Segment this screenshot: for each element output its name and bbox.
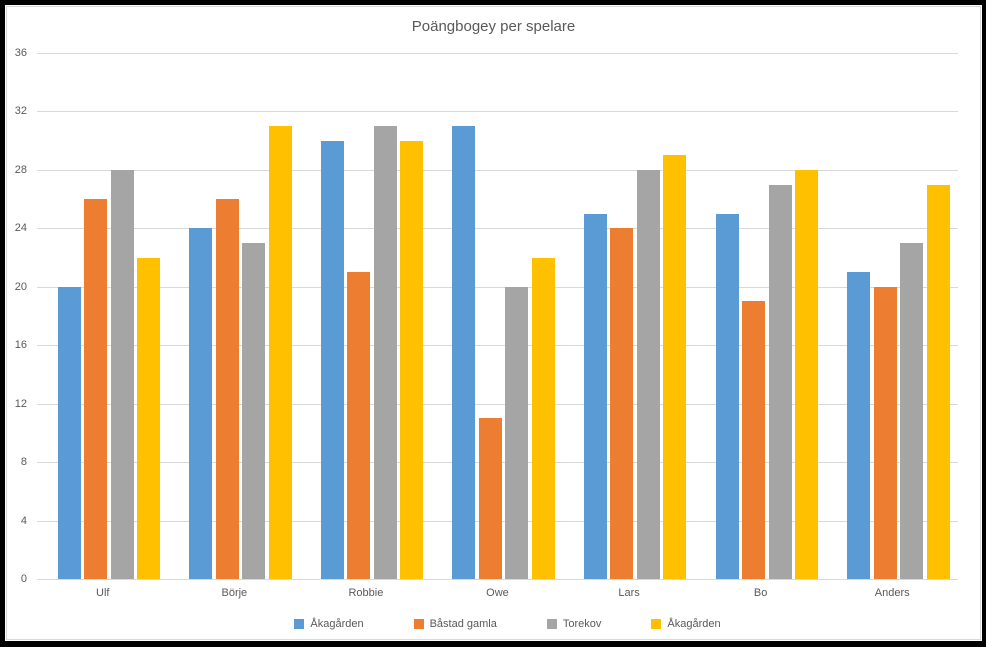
chart-frame: Poängbogey per spelare 36 32 28 24 20 16 12 8 4 0… bbox=[5, 5, 982, 641]
bar-owe-series-1 bbox=[478, 418, 502, 579]
gridline bbox=[37, 345, 958, 346]
bar-ulf-series-0 bbox=[57, 286, 81, 579]
legend-label: Åkagården bbox=[667, 618, 721, 630]
bar-robbie-series-2 bbox=[373, 126, 397, 579]
legend-marker-icon bbox=[651, 619, 662, 629]
legend-marker-icon bbox=[546, 619, 557, 629]
gridline bbox=[37, 53, 958, 54]
y-tick-label: 36 bbox=[14, 47, 27, 59]
legend-label: Åkagården bbox=[310, 618, 364, 630]
y-tick-label: 28 bbox=[14, 164, 27, 176]
bar-robbie-series-0 bbox=[320, 140, 344, 579]
bar-owe-series-3 bbox=[531, 257, 555, 579]
bar-ulf-series-2 bbox=[110, 169, 134, 579]
legend-item-3: Åkagården bbox=[651, 618, 721, 630]
y-tick-label: 4 bbox=[20, 515, 27, 527]
bar-anders-series-2 bbox=[900, 242, 924, 579]
y-tick-label: 20 bbox=[14, 281, 27, 293]
legend: Åkagården Båstad gamla Torekov Åkagården bbox=[5, 618, 982, 630]
bar-owe-series-2 bbox=[505, 286, 529, 579]
legend-marker-icon bbox=[294, 619, 305, 629]
y-tick-label: 0 bbox=[20, 573, 27, 585]
bar-robbie-series-1 bbox=[347, 272, 371, 579]
gridline bbox=[37, 228, 958, 229]
plot-area bbox=[37, 53, 958, 580]
x-category-label: Lars bbox=[618, 587, 640, 599]
bar-robbie-series-3 bbox=[400, 140, 424, 579]
x-category-label: Börje bbox=[221, 587, 248, 599]
chart-title: Poängbogey per spelare bbox=[411, 18, 576, 35]
bar-anders-series-3 bbox=[926, 184, 950, 579]
bar-anders-series-1 bbox=[873, 286, 897, 579]
gridline bbox=[37, 170, 958, 171]
bar-anders-series-0 bbox=[847, 272, 871, 579]
legend-item-1: Båstad gamla bbox=[413, 618, 497, 630]
bar-bo-series-3 bbox=[795, 169, 819, 579]
y-tick-label: 16 bbox=[14, 339, 27, 351]
bar-börje-series-1 bbox=[215, 199, 239, 579]
legend-label: Båstad gamla bbox=[429, 618, 497, 630]
legend-marker-icon bbox=[413, 619, 424, 629]
legend-item-0: Åkagården bbox=[294, 618, 364, 630]
y-tick-label: 24 bbox=[14, 222, 27, 234]
gridline bbox=[37, 287, 958, 288]
bar-lars-series-3 bbox=[663, 155, 687, 579]
bar-owe-series-0 bbox=[452, 126, 476, 579]
x-axis-line bbox=[37, 579, 958, 580]
x-category-label: Owe bbox=[486, 587, 509, 599]
y-tick-label: 8 bbox=[20, 456, 27, 468]
bar-ulf-series-1 bbox=[84, 199, 108, 579]
legend-item-2: Torekov bbox=[546, 618, 602, 630]
bar-börje-series-3 bbox=[268, 126, 292, 579]
bar-bo-series-0 bbox=[715, 213, 739, 579]
gridline bbox=[37, 111, 958, 112]
bar-lars-series-1 bbox=[610, 228, 634, 579]
bar-lars-series-2 bbox=[636, 169, 660, 579]
x-category-label: Anders bbox=[874, 587, 910, 599]
bar-bo-series-2 bbox=[768, 184, 792, 579]
legend-label: Torekov bbox=[562, 618, 602, 630]
x-category-label: Robbie bbox=[348, 587, 384, 599]
bar-lars-series-0 bbox=[583, 213, 607, 579]
gridline bbox=[37, 404, 958, 405]
x-category-label: Bo bbox=[753, 587, 768, 599]
bar-börje-series-2 bbox=[242, 242, 266, 579]
y-tick-label: 32 bbox=[14, 105, 27, 117]
bar-ulf-series-3 bbox=[137, 257, 161, 579]
bar-bo-series-1 bbox=[742, 301, 766, 579]
bar-börje-series-0 bbox=[189, 228, 213, 579]
y-tick-label: 12 bbox=[14, 398, 27, 410]
x-category-label: Ulf bbox=[96, 587, 110, 599]
